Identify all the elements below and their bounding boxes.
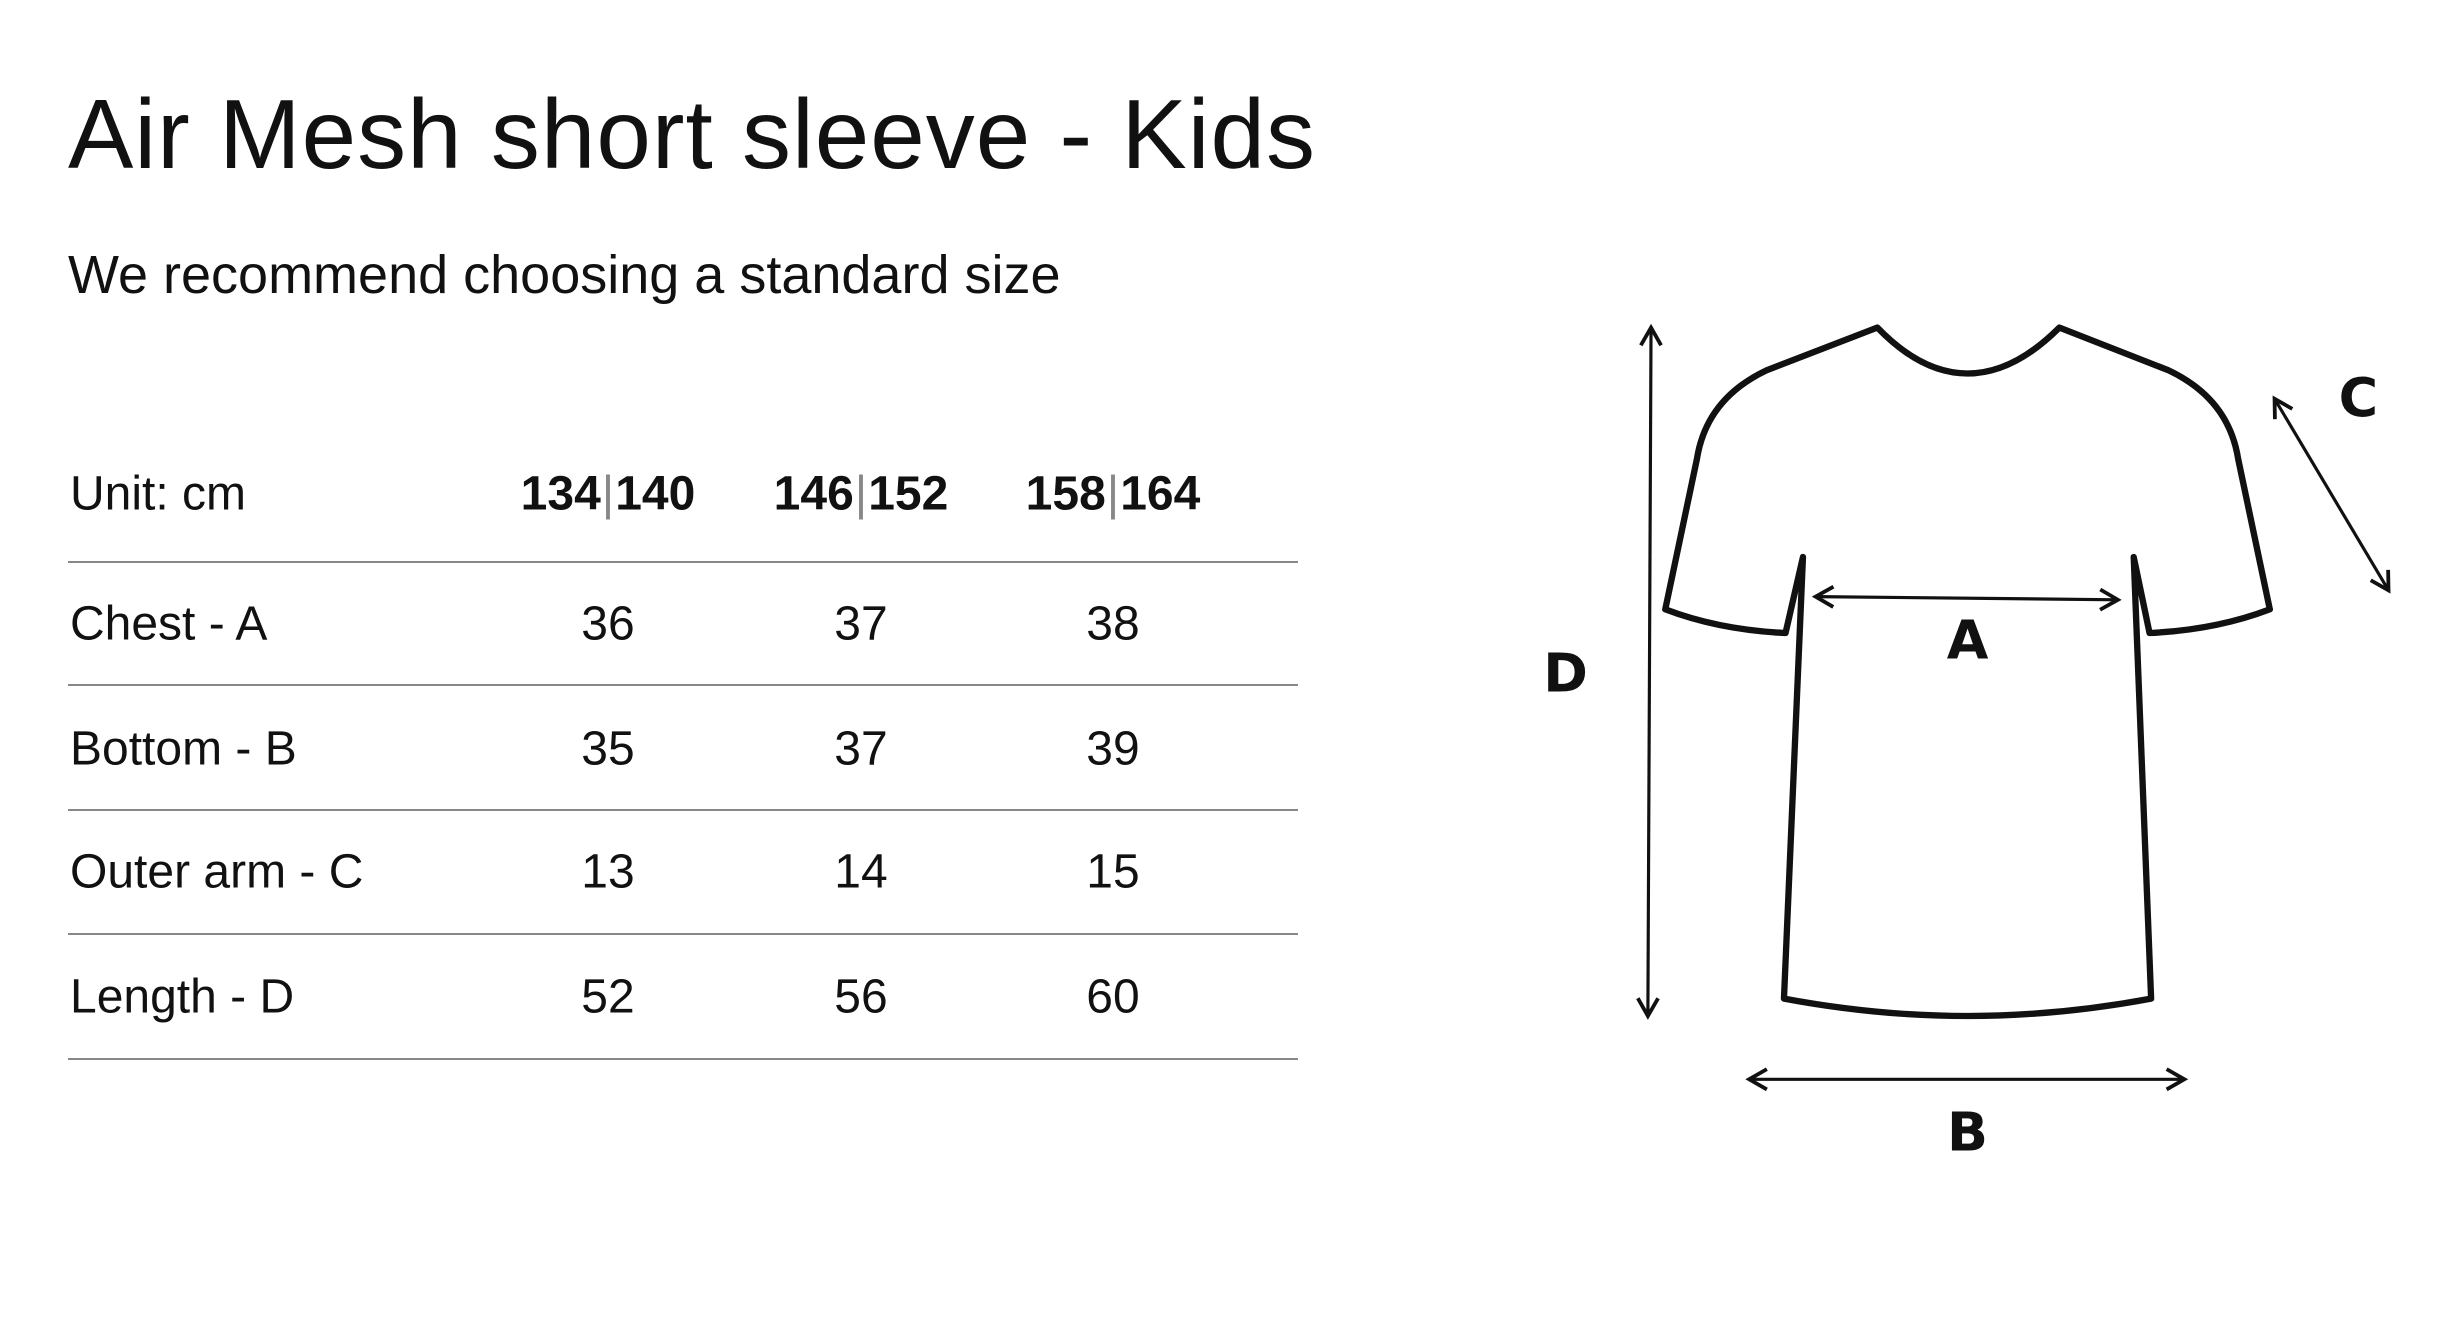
table-cell: 56 [834, 970, 888, 1024]
label-a: A [1947, 608, 1989, 671]
arm-arrow-c [2272, 395, 2391, 594]
table-cell: 13 [581, 845, 635, 899]
label-d: D [1543, 642, 1588, 705]
row-label: Length - D [70, 970, 295, 1024]
row-label: Outer arm - C [70, 845, 364, 899]
size-a: 158 [1025, 467, 1106, 521]
divider [68, 933, 1298, 935]
size-b: 152 [868, 467, 949, 521]
table-cell: 37 [834, 722, 888, 776]
table-cell: 14 [834, 845, 888, 899]
tshirt-outline [1662, 324, 2273, 1020]
table-cell: 60 [1086, 970, 1140, 1024]
divider [68, 561, 1298, 563]
page-title: Air Mesh short sleeve - Kids [68, 79, 1316, 189]
column-header: 146|152 [774, 467, 949, 522]
table-cell: 35 [581, 722, 635, 776]
row-label: Bottom - B [70, 722, 297, 776]
table-cell: 15 [1086, 845, 1140, 899]
label-c: C [2339, 366, 2378, 429]
size-a: 134 [520, 467, 601, 521]
row-label: Chest - A [70, 597, 268, 651]
column-header: 134|140 [521, 467, 696, 522]
divider [68, 1058, 1298, 1060]
table-cell: 36 [581, 597, 635, 651]
divider [68, 684, 1298, 686]
size-b: 140 [615, 467, 696, 521]
size-b: 164 [1120, 467, 1201, 521]
table-cell: 39 [1086, 722, 1140, 776]
separator: | [601, 467, 615, 521]
separator: | [854, 467, 868, 521]
divider [68, 809, 1298, 811]
table-cell: 52 [581, 970, 635, 1024]
length-arrow-d [1636, 323, 1663, 1020]
table-cell: 38 [1086, 597, 1140, 651]
column-header: 158|164 [1026, 467, 1201, 522]
page-subtitle: We recommend choosing a standard size [68, 245, 1061, 305]
chest-arrow-a [1811, 585, 2122, 612]
unit-label: Unit: cm [70, 467, 247, 521]
label-b: B [1947, 1101, 1988, 1164]
separator: | [1106, 467, 1120, 521]
table-cell: 37 [834, 597, 888, 651]
size-a: 146 [773, 467, 854, 521]
